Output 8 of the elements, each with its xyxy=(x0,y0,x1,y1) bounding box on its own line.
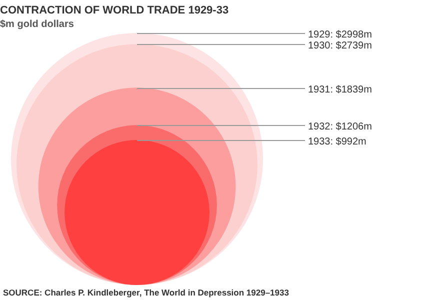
text: CONTRACTION OF WORLD TRADE 1929-33 xyxy=(0,4,229,17)
data-label: 1929: $2998m xyxy=(308,29,372,40)
text: $m gold dollars xyxy=(0,18,74,30)
data-label: 1930: $2739m xyxy=(308,40,372,52)
data-label: 1932: $1206m xyxy=(308,121,372,132)
data-label: 1931: $1839m xyxy=(308,84,372,96)
data-label: 1933: $992m xyxy=(308,136,366,148)
source-note: SOURCE: Charles P. Kindleberger, The World in Depression 1929–1933 xyxy=(3,287,290,298)
